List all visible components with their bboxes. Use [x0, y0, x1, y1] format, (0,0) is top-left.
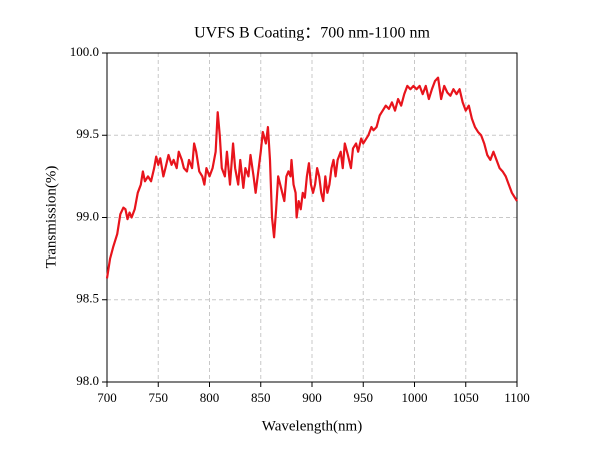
x-tick-label: 700 [97, 390, 117, 405]
y-tick-label: 99.5 [76, 126, 99, 141]
x-tick-label: 750 [149, 390, 169, 405]
x-tick-label: 1100 [504, 390, 530, 405]
plot-frame [106, 52, 518, 383]
x-tick-label: 950 [354, 390, 374, 405]
chart-title: UVFS B Coating：700 nm-1100 nm [194, 25, 430, 42]
x-tick-label: 1050 [453, 390, 479, 405]
data-line [105, 76, 518, 279]
y-tick-label: 98.0 [76, 373, 99, 388]
x-tick-label: 850 [251, 390, 271, 405]
y-tick-label: 98.5 [76, 291, 99, 306]
x-tick-label: 900 [302, 390, 322, 405]
x-tick-label: 800 [200, 390, 220, 405]
y-axis-title: Transmission(%) [43, 166, 59, 269]
y-tick-label: 99.0 [76, 208, 99, 223]
x-tick-label: 1000 [402, 390, 428, 405]
y-tick-label: 100.0 [70, 44, 99, 59]
x-axis-title: Wavelength(nm) [262, 418, 362, 434]
